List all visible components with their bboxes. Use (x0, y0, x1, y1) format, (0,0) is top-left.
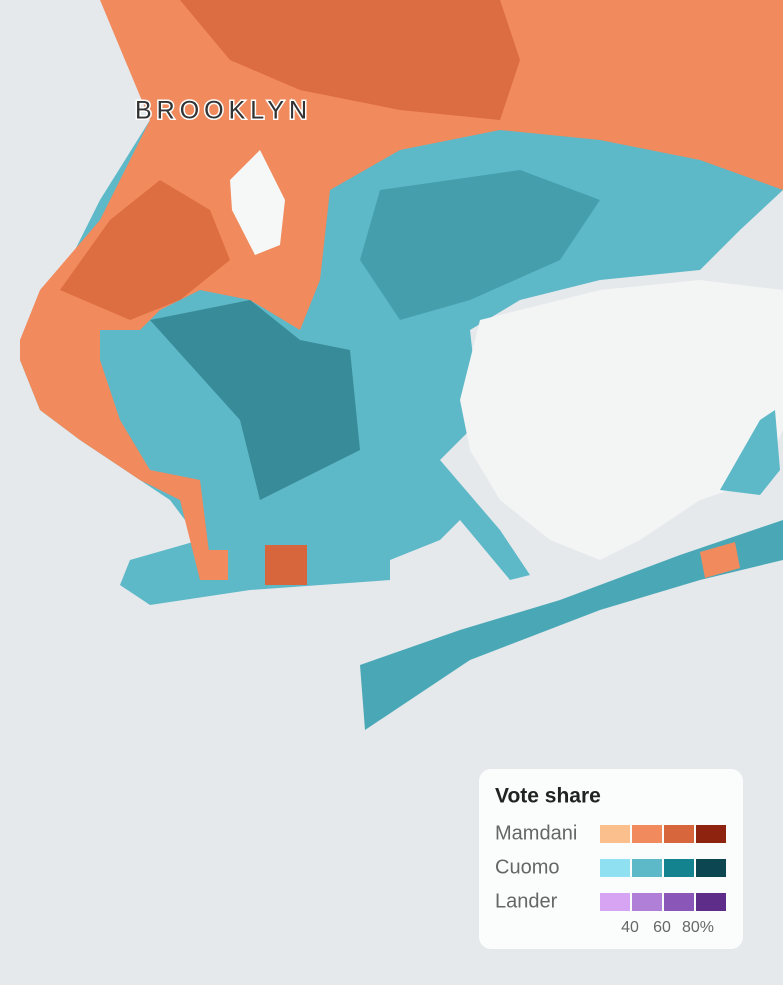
legend-title: Vote share (495, 785, 601, 808)
land-mamdani (265, 545, 307, 585)
borough-label: BROOKLYN (135, 97, 312, 125)
legend-swatch (632, 859, 662, 877)
legend-label: Mamdani (495, 822, 577, 844)
legend-swatch (664, 859, 694, 877)
land-cuomo-strong (360, 170, 600, 320)
legend-tick: 80% (682, 919, 714, 936)
legend-tick: 60 (653, 919, 671, 936)
marsh (720, 410, 780, 495)
legend-swatch (632, 893, 662, 911)
legend-swatch (696, 859, 726, 877)
rockaway (360, 520, 783, 730)
legend-label: Lander (495, 890, 558, 912)
legend-swatch (696, 893, 726, 911)
legend-swatch (696, 825, 726, 843)
land-mamdani (200, 550, 228, 580)
legend-label: Cuomo (495, 856, 559, 878)
rockaway-mamdani (700, 542, 740, 578)
legend-swatch (664, 893, 694, 911)
bay (460, 280, 783, 560)
legend-tick: 40 (621, 919, 639, 936)
legend-swatch (600, 893, 630, 911)
park (230, 150, 285, 255)
land-mamdani (20, 0, 783, 580)
legend-swatch (600, 859, 630, 877)
legend-swatch (600, 825, 630, 843)
legend-swatch (664, 825, 694, 843)
land-mamdani-strong (60, 180, 230, 320)
bottom-panel (0, 985, 783, 1000)
land-cuomo-strong (150, 300, 360, 500)
legend-swatch (632, 825, 662, 843)
land-mamdani-strong (180, 0, 520, 120)
